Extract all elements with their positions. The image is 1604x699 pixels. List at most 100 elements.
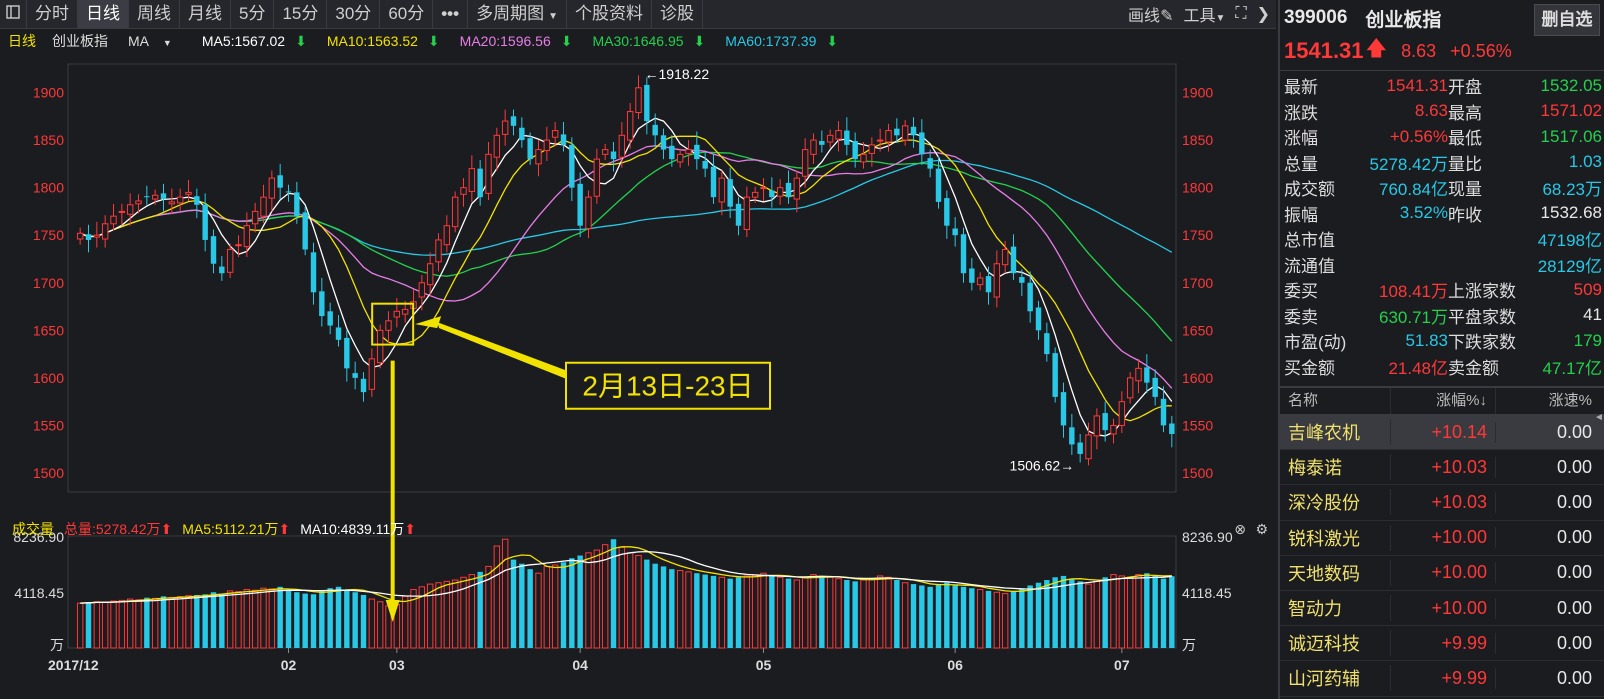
candle-body	[135, 200, 142, 205]
candle-body	[1110, 424, 1117, 435]
volume-ma10: MA10:4839.11万⬆	[300, 519, 416, 539]
tab-period[interactable]: 分时	[27, 0, 78, 28]
candle-body	[702, 161, 708, 169]
volume-bar	[793, 579, 801, 649]
candle-body	[1135, 367, 1142, 382]
quote-value: 760.84亿	[1379, 180, 1448, 200]
stock-info-button[interactable]: 个股资料	[567, 0, 652, 28]
candle-body	[294, 192, 300, 217]
volume-bar	[835, 578, 842, 649]
x-axis-label: 03	[389, 657, 405, 673]
candle-body	[194, 196, 200, 205]
multi-period-button[interactable]: 多周期图 ▼	[468, 0, 567, 28]
volume-bar	[727, 578, 733, 648]
fullscreen-icon[interactable]: ⛶	[1235, 5, 1247, 22]
list-item[interactable]: 锐科激光 +10.00 0.00	[1280, 521, 1604, 556]
scroll-arrow-icon[interactable]: ◄	[1594, 412, 1604, 423]
stock-name: 锐科激光	[1280, 524, 1391, 551]
volume-bar	[1102, 577, 1108, 648]
arrow-up-icon: ⬆	[160, 521, 173, 537]
price-tick-right: 1650	[1182, 322, 1213, 338]
candle-body	[1044, 333, 1050, 355]
quote-label: 委买	[1284, 282, 1318, 302]
volume-bar	[894, 580, 900, 648]
volume-bar	[485, 565, 492, 649]
quote-label: 成交额	[1284, 180, 1335, 200]
tab-period[interactable]: 30分	[327, 0, 381, 28]
list-item[interactable]: 吉峰农机 +10.14 0.00	[1280, 415, 1604, 451]
quote-value: 509	[1573, 279, 1602, 299]
stock-speed: 0.00	[1556, 632, 1592, 653]
collapse-icon[interactable]: ❯	[1256, 6, 1270, 23]
candle-body	[1152, 377, 1158, 397]
candle-body	[285, 191, 292, 193]
col-speed-header[interactable]: 涨速%	[1548, 392, 1592, 409]
list-item[interactable]: 深冷股份 +10.03 0.00	[1280, 485, 1604, 521]
list-item[interactable]: 梅泰诺 +10.03 0.00	[1280, 450, 1604, 486]
stock-name: 梅泰诺	[1280, 454, 1391, 481]
list-item[interactable]: 智动力 +10.00 0.00	[1280, 591, 1604, 627]
remove-favorite-button[interactable]: 删自选	[1534, 4, 1600, 36]
quote-row: 总量 5278.42万 量比 1.03	[1280, 150, 1604, 176]
stock-speed: 0.00	[1556, 562, 1592, 583]
col-name-header[interactable]: 名称	[1280, 388, 1391, 414]
quote-label: 下跌家数	[1448, 333, 1516, 353]
tab-period[interactable]: 15分	[274, 0, 328, 28]
tab-period[interactable]: 60分	[380, 0, 434, 28]
tools-button[interactable]: 工具▼	[1183, 2, 1225, 26]
candle-body	[626, 111, 634, 141]
ma30-text: MA30:1646.95	[592, 32, 684, 49]
candle-body	[327, 311, 333, 326]
draw-line-button[interactable]: 画线✎	[1128, 2, 1173, 26]
candle-body	[1169, 423, 1175, 434]
candle-body	[985, 276, 992, 293]
tab-period[interactable]: 5分	[231, 0, 275, 28]
volume-bar	[969, 588, 975, 648]
candle-body	[493, 134, 501, 158]
quote-value: 1571.02	[1540, 101, 1602, 121]
list-item[interactable]: 山河药辅 +9.99 0.00	[1280, 661, 1604, 697]
diagnose-button[interactable]: 诊股	[652, 0, 703, 28]
candle-body	[1118, 401, 1126, 426]
candle-body	[927, 158, 933, 169]
index-code: 399006	[1284, 7, 1348, 28]
volume-bar	[435, 582, 442, 649]
price-tick-right: 1900	[1182, 85, 1213, 101]
quote-label: 委卖	[1284, 307, 1318, 327]
sidebar-toggle-icon[interactable]	[0, 0, 27, 28]
more-periods-button[interactable]: •••	[433, 0, 469, 28]
tab-period[interactable]: 周线	[129, 0, 180, 28]
volume-bar	[927, 586, 933, 648]
candle-body	[1019, 277, 1025, 283]
volume-bar	[243, 589, 251, 649]
volume-bar	[1001, 593, 1009, 649]
quote-value: 1541.31	[1386, 75, 1448, 95]
quote-label: 最低	[1448, 129, 1482, 149]
volume-bar	[551, 564, 559, 649]
list-item[interactable]: 诚迈科技 +9.99 0.00	[1280, 626, 1604, 662]
tab-period[interactable]: 月线	[180, 0, 231, 28]
col-pct-header[interactable]: 涨幅%↓	[1391, 388, 1496, 414]
candle-body	[868, 144, 876, 154]
candle-body	[826, 134, 834, 143]
candle-body	[776, 187, 784, 197]
list-item[interactable]: 天地数码 +10.00 0.00	[1280, 556, 1604, 591]
tab-period[interactable]: 日线	[78, 0, 129, 28]
candle-body	[569, 144, 575, 188]
candle-body	[601, 149, 609, 155]
volume-bar	[1044, 580, 1050, 648]
kline-chart[interactable]: 1900 1900 1850 1850 1800 1800 1750 1750 1700 1700…	[0, 52, 1276, 699]
ma10-line	[79, 135, 1172, 422]
candle-body	[243, 225, 251, 248]
quote-label: 现量	[1448, 180, 1482, 200]
volume-bar	[126, 598, 134, 649]
candle-body	[735, 203, 742, 226]
candle-body	[560, 134, 567, 145]
volume-bar	[785, 578, 792, 648]
quote-value: 3.52%	[1399, 203, 1448, 223]
indicator-select[interactable]: MA ▼	[128, 33, 182, 49]
gear-icon[interactable]: ⚙	[1255, 520, 1268, 537]
volume-bar	[1077, 581, 1083, 648]
close-icon[interactable]: ⊗	[1234, 520, 1246, 537]
volume-bar	[610, 539, 617, 648]
